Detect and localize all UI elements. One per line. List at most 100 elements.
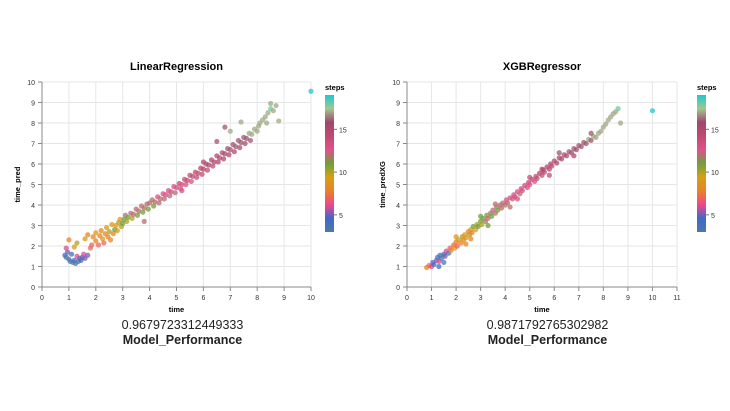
- lr-point: [110, 231, 116, 237]
- lr-ytick-label: 6: [31, 162, 35, 169]
- lr-point: [161, 196, 167, 202]
- lr-xtick-label: 2: [94, 295, 98, 302]
- lr-xtick-label: 6: [201, 295, 205, 302]
- lr-point: [222, 151, 228, 157]
- xgb-point: [442, 253, 448, 259]
- lr-xtick-label: 7: [228, 295, 232, 302]
- lr-point: [179, 188, 185, 194]
- xgb-point: [479, 221, 485, 228]
- lr-xtick-label: 0: [40, 295, 44, 302]
- lr-xtick-label: 1: [67, 295, 71, 302]
- lr-xtick-label: 5: [175, 295, 179, 302]
- lr-point: [268, 100, 274, 107]
- lr-point: [141, 218, 147, 224]
- lr-point: [163, 192, 169, 198]
- lr-point: [276, 118, 282, 124]
- lr-point: [238, 139, 244, 146]
- xgb-point: [556, 150, 562, 156]
- xgb-ytick-label: 0: [396, 285, 400, 292]
- xgb-point: [539, 166, 545, 172]
- xgb-ytick-label: 3: [396, 224, 400, 231]
- lr-ytick-label: 7: [31, 142, 35, 149]
- lr-point: [95, 242, 102, 248]
- lr-point: [227, 128, 233, 134]
- lr-point: [204, 167, 211, 173]
- xgb-regressor-chart: XGBRegressor 0 1 2 3 4 5 6 7 8 9 10 0 1 2 3 4 5 6 7 8 9 10 11 ti…: [378, 61, 719, 314]
- lr-point: [194, 174, 200, 180]
- lr-ytick-label: 8: [31, 121, 35, 128]
- lr-point: [103, 224, 110, 231]
- xgb-point: [431, 261, 437, 268]
- lr-point: [68, 251, 75, 257]
- lr-point: [233, 143, 239, 150]
- lr-point: [90, 234, 96, 240]
- xgb-point: [505, 200, 511, 206]
- lr-point: [211, 159, 217, 165]
- xgb-point: [549, 163, 555, 169]
- lr-point: [130, 211, 137, 217]
- lr-point: [99, 236, 106, 242]
- lr-xtick-label: 3: [121, 295, 125, 302]
- lr-xtick-label: 4: [148, 295, 152, 302]
- lr-point: [125, 214, 131, 220]
- xgb-title: XGBRegressor: [503, 61, 582, 73]
- xgb-legend-title: steps: [697, 83, 717, 92]
- xgb-point: [441, 259, 447, 265]
- lr-point: [66, 237, 72, 243]
- lr-point: [227, 147, 233, 153]
- xgb-legend-label: 15: [711, 127, 719, 134]
- lr-point: [184, 177, 190, 183]
- xgb-xtick-label: 1: [430, 295, 434, 302]
- lr-y-axis-title: time_pred: [13, 166, 22, 202]
- lr-point: [183, 181, 189, 188]
- lr-xtick-label: 8: [255, 295, 259, 302]
- lr-title: LinearRegression: [130, 61, 223, 73]
- lr-point: [106, 229, 112, 235]
- xgb-point: [498, 205, 505, 211]
- lr-point: [85, 232, 91, 238]
- lr-point: [238, 119, 244, 125]
- lr-point: [63, 245, 69, 251]
- xgb-regressor-score: 0.9871792765302982: [486, 318, 609, 332]
- xgb-ytick-label: 9: [396, 101, 400, 108]
- lr-point: [140, 209, 146, 215]
- xgb-xtick-label: 2: [454, 295, 458, 302]
- xgb-point: [463, 235, 469, 241]
- xgb-regressor-panel: XGBRegressor 0 1 2 3 4 5 6 7 8 9 10 0 1 2 3 4 5 6 7 8 9 10 11 ti…: [365, 0, 730, 411]
- xgb-point: [588, 137, 594, 144]
- lr-point: [117, 216, 123, 222]
- xgb-legend-label: 10: [711, 170, 719, 177]
- xgb-xtick-label: 10: [649, 295, 657, 302]
- xgb-point: [598, 128, 604, 134]
- lr-point: [85, 252, 91, 258]
- lr-point: [308, 88, 314, 94]
- xgb-legend-label: 5: [711, 213, 715, 220]
- xgb-point: [615, 106, 621, 112]
- lr-legend-title: steps: [325, 83, 345, 92]
- lr-legend-label: 10: [339, 170, 347, 177]
- xgb-point: [453, 234, 459, 240]
- lr-point: [226, 152, 232, 158]
- lr-x-axis-title: time: [169, 305, 184, 314]
- xgb-point: [571, 153, 577, 159]
- xgb-ytick-label: 7: [396, 142, 400, 149]
- lr-point: [151, 203, 157, 209]
- lr-point: [172, 190, 178, 196]
- lr-point: [93, 230, 99, 236]
- lr-point: [71, 244, 77, 250]
- xgb-point: [527, 174, 533, 180]
- xgb-point: [649, 108, 656, 114]
- xgb-ytick-label: 8: [396, 121, 400, 128]
- lr-ytick-label: 2: [31, 244, 35, 251]
- xgb-point: [485, 222, 491, 229]
- lr-legend-colorbar: [325, 95, 334, 232]
- lr-point: [129, 215, 135, 221]
- lr-ytick-label: 9: [31, 101, 35, 108]
- xgb-point: [617, 120, 624, 126]
- xgb-point: [603, 121, 609, 127]
- lr-point: [74, 240, 80, 246]
- xgb-xtick-label: 5: [528, 295, 532, 302]
- lr-ytick-label: 4: [31, 203, 35, 210]
- lr-point: [200, 166, 206, 172]
- lr-point: [179, 181, 185, 188]
